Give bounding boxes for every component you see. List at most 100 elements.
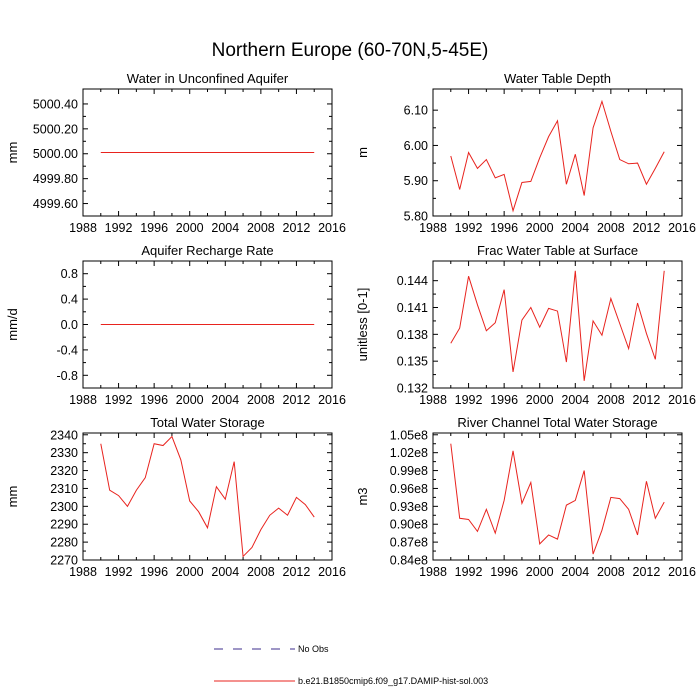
y-tick-label: 0.84e8 [390,554,428,568]
panel-3: Aquifer Recharge Rate 1988 1992 1996 2000 200… [5,243,346,407]
y-tick-label: -0.4 [56,343,78,357]
x-tick-label: 1988 [419,393,447,407]
y-tick-label: 2320 [50,464,78,478]
y-tick-label: 0.138 [397,328,428,342]
y-tick-label: 1.02e8 [390,446,428,460]
y-tick-label: 6.10 [404,104,428,118]
y-axis-label: unitless [0-1] [355,288,370,362]
x-tick-label: 2008 [247,393,275,407]
y-tick-label: 4999.80 [33,172,78,186]
y-tick-label: 2280 [50,536,78,550]
y-tick-label: 0.99e8 [390,464,428,478]
y-axis-label: mm [5,486,20,508]
y-axis-label: mm [5,142,20,164]
plot-frame [432,88,683,217]
y-tick-label: 1.05e8 [390,428,428,442]
panel-title: Total Water Storage [150,415,264,430]
x-tick-label: 2008 [597,393,625,407]
x-tick-label: 2000 [176,565,204,579]
y-tick-label: 0.4 [61,293,78,307]
y-tick-label: 0.96e8 [390,482,428,496]
y-tick-label: 2270 [50,554,78,568]
y-tick-label: 5000.40 [33,97,78,111]
x-tick-label: 1996 [490,393,518,407]
x-tick-label: 1992 [105,221,133,235]
y-tick-label: 5000.20 [33,122,78,136]
y-axis-label: m3 [355,487,370,505]
y-tick-label: 0.132 [397,382,428,396]
x-tick-label: 1988 [69,565,97,579]
panel-4: Frac Water Table at Surface 1988 1992 1996 2… [355,243,696,407]
panel-5: Total Water Storage 1988 1992 1996 2000 2004 2… [5,415,346,579]
plot-frame [432,432,683,561]
y-tick-label: 5.80 [404,210,428,224]
x-tick-label: 2004 [561,565,589,579]
x-tick-label: 2016 [318,393,346,407]
x-tick-label: 1992 [105,565,133,579]
y-axis-label: m [355,147,370,158]
y-tick-label: 2310 [50,482,78,496]
panel-title: Aquifer Recharge Rate [141,243,273,258]
y-tick-label: 2300 [50,500,78,514]
panel-title: Water in Unconfined Aquifer [127,71,289,86]
x-tick-label: 2008 [597,221,625,235]
x-tick-label: 2000 [176,393,204,407]
series-line [450,99,665,213]
y-tick-label: 2290 [50,518,78,532]
y-tick-label: 0.90e8 [390,518,428,532]
x-tick-label: 1996 [490,221,518,235]
series-line [450,443,665,555]
x-tick-label: 2000 [526,565,554,579]
x-tick-label: 2004 [561,393,589,407]
y-tick-label: 0.0 [61,318,78,332]
panel-1: Water in Unconfined Aquifer 1988 1992 1996 2… [5,71,346,235]
x-tick-label: 2004 [211,221,239,235]
x-tick-label: 2000 [526,221,554,235]
x-tick-label: 2012 [283,565,311,579]
series-line [100,435,315,558]
x-tick-label: 2012 [633,565,661,579]
x-tick-label: 2000 [526,393,554,407]
y-tick-label: 5.90 [404,174,428,188]
x-tick-label: 1996 [490,565,518,579]
y-tick-label: 0.87e8 [390,536,428,550]
panel-title: River Channel Total Water Storage [457,415,657,430]
x-tick-label: 2004 [211,565,239,579]
x-tick-label: 2016 [668,221,696,235]
y-tick-label: 6.00 [404,139,428,153]
y-tick-label: 2340 [50,428,78,442]
x-tick-label: 2012 [633,393,661,407]
panel-6: River Channel Total Water Storage 1988 199… [355,415,696,579]
y-tick-label: 4999.60 [33,197,78,211]
y-tick-label: 0.93e8 [390,500,428,514]
x-tick-label: 1996 [140,221,168,235]
figure-title: Northern Europe (60-70N,5-45E) [212,40,489,61]
x-tick-label: 2016 [318,565,346,579]
x-tick-label: 1988 [419,565,447,579]
y-tick-label: 0.8 [61,267,78,281]
x-tick-label: 1996 [140,393,168,407]
x-tick-label: 2008 [597,565,625,579]
panels: Water in Unconfined Aquifer 1988 1992 1996 2… [5,71,696,579]
y-tick-label: 5000.00 [33,147,78,161]
legend-label-model: b.e21.B1850cmip6.f09_g17.DAMIP-hist-sol.… [298,676,488,686]
x-tick-label: 1988 [69,221,97,235]
x-tick-label: 2012 [283,393,311,407]
legend: No Obs b.e21.B1850cmip6.f09_g17.DAMIP-hi… [214,644,488,686]
plot-frame [432,260,683,389]
y-tick-label: 0.144 [397,274,428,288]
series-line [450,270,665,381]
x-tick-label: 1992 [455,393,483,407]
x-tick-label: 2016 [668,393,696,407]
plot-frame [82,432,333,561]
legend-label-no-obs: No Obs [298,644,329,654]
y-axis-label: mm/d [5,308,20,341]
x-tick-label: 1992 [455,565,483,579]
panel-title: Frac Water Table at Surface [477,243,638,258]
x-tick-label: 2008 [247,221,275,235]
x-tick-label: 1988 [419,221,447,235]
y-tick-label: 0.135 [397,355,428,369]
y-tick-label: 2330 [50,446,78,460]
panel-2: Water Table Depth 1988 1992 1996 2000 2004 200… [355,71,696,235]
